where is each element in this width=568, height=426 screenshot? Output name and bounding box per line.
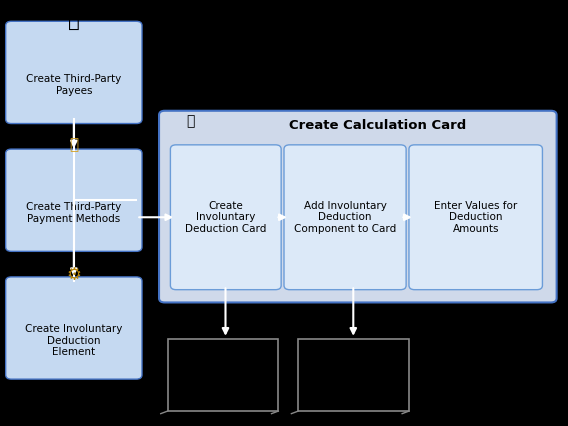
- Text: Create
Involuntary
Deduction Card: Create Involuntary Deduction Card: [185, 201, 266, 234]
- Text: Create Third-Party
Payees: Create Third-Party Payees: [26, 75, 122, 96]
- FancyBboxPatch shape: [159, 111, 557, 302]
- Text: Create Third-Party
Payment Methods: Create Third-Party Payment Methods: [26, 202, 122, 224]
- Text: 👥: 👥: [68, 12, 80, 31]
- FancyBboxPatch shape: [284, 145, 406, 290]
- FancyBboxPatch shape: [6, 277, 142, 379]
- Text: Create Calculation Card: Create Calculation Card: [289, 119, 466, 132]
- FancyBboxPatch shape: [170, 145, 281, 290]
- FancyBboxPatch shape: [6, 149, 142, 251]
- FancyBboxPatch shape: [6, 21, 142, 124]
- Text: Enter Values for
Deduction
Amounts: Enter Values for Deduction Amounts: [434, 201, 517, 234]
- Text: 👥: 👥: [69, 137, 78, 153]
- Text: Add Involuntary
Deduction
Component to Card: Add Involuntary Deduction Component to C…: [294, 201, 396, 234]
- Text: 🖩: 🖩: [186, 115, 194, 128]
- Text: ⚙: ⚙: [66, 266, 81, 284]
- Text: Create Involuntary
Deduction
Element: Create Involuntary Deduction Element: [25, 324, 123, 357]
- Text: 📒: 📒: [317, 323, 325, 337]
- FancyBboxPatch shape: [409, 145, 542, 290]
